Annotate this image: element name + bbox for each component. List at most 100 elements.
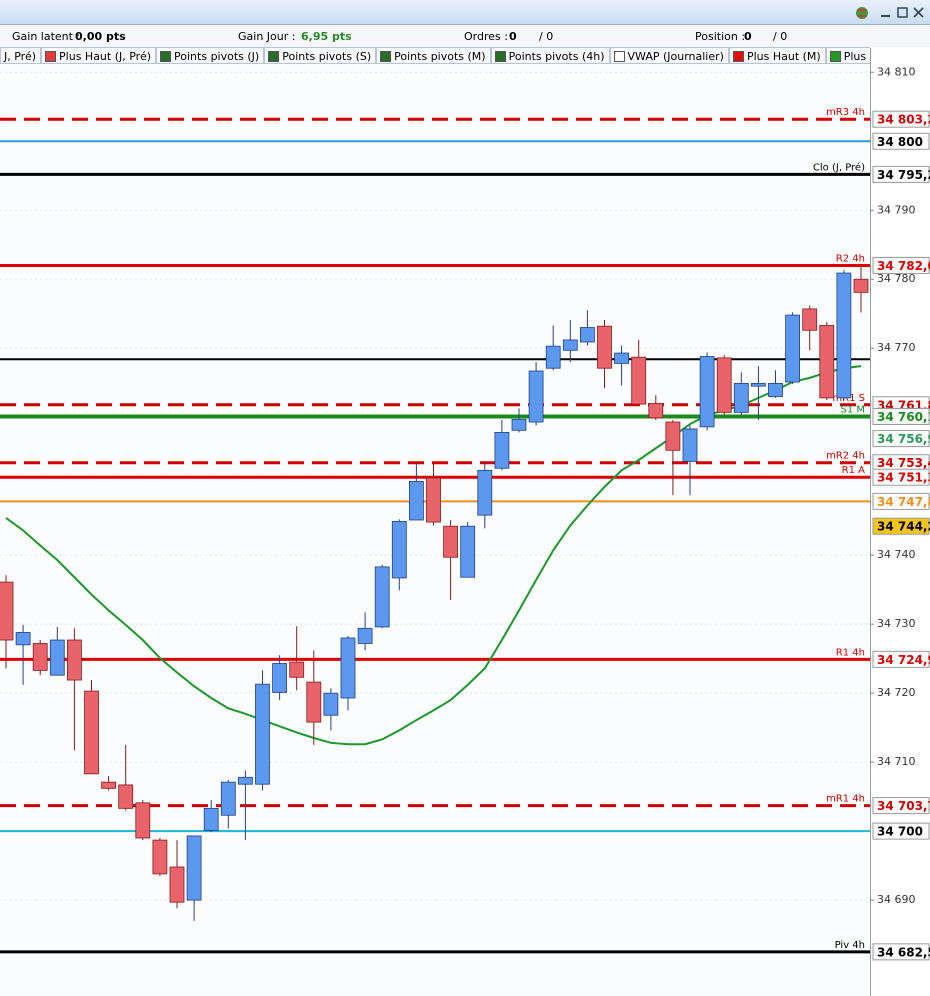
level-name: Piv 4h <box>835 940 865 951</box>
price-tag-label: 34 803,2 <box>877 113 930 127</box>
candle-body <box>580 327 595 343</box>
level-name: mR2 4h <box>826 451 865 462</box>
candle-body <box>768 383 783 397</box>
candle-body <box>836 272 852 399</box>
candle-body <box>785 314 800 383</box>
price-tag <box>872 468 930 486</box>
level-name: mR1 4h <box>826 794 865 805</box>
legend-swatch <box>732 50 744 62</box>
legend-item: Plus Haut (M) <box>728 47 826 64</box>
candle-body <box>682 428 698 462</box>
candle-body <box>135 802 151 839</box>
header-extra: / 0 <box>539 30 554 43</box>
candle-body <box>186 835 202 901</box>
price-tag-label: 34 800 <box>877 135 923 149</box>
header-value: 0 <box>744 30 752 43</box>
legend-text: Points pivots (S) <box>282 49 372 63</box>
price-tag <box>872 943 930 961</box>
header-label: Position : <box>695 30 746 43</box>
price-tag-label: 34 744,2 <box>877 520 930 534</box>
legend-swatch <box>45 50 57 62</box>
price-tag-label: 34 682,5 <box>877 945 930 959</box>
candle-body <box>716 357 732 413</box>
legend-text: Plus Bas (M) <box>843 49 870 63</box>
price-tag <box>872 132 930 150</box>
legend-swatch <box>613 50 625 62</box>
price-tag <box>872 165 930 183</box>
candle-body <box>101 781 116 789</box>
price-tag-label: 34 795,2 <box>877 168 930 182</box>
candle-body <box>391 520 407 579</box>
y-tick-label: 34 780 <box>877 272 916 285</box>
legend-swatch <box>829 50 841 62</box>
level-name: R2 4h <box>836 253 865 264</box>
price-tag <box>872 650 930 668</box>
y-tick-label: 34 740 <box>877 548 916 561</box>
legend-text: J, Pré) <box>4 49 37 63</box>
candle-body <box>528 370 544 423</box>
y-tick-label: 34 710 <box>877 755 916 768</box>
legend-item: Plus Bas (M) <box>825 47 870 64</box>
legend-swatch <box>160 50 172 62</box>
header-label: Gain Jour : <box>238 30 296 43</box>
legend-swatch <box>268 50 280 62</box>
candle-body <box>272 663 288 693</box>
candle-body <box>802 308 818 331</box>
price-tag-label: 34 700 <box>877 825 923 839</box>
legend-item: VWAP (Journalier) <box>609 47 729 64</box>
window-icons <box>856 7 924 19</box>
y-tick-label: 34 730 <box>877 617 916 630</box>
price-tag <box>872 822 930 840</box>
legend-text: Plus Haut (M) <box>746 49 821 63</box>
candle-body <box>306 681 322 723</box>
candle-body <box>84 690 99 775</box>
candle-body <box>203 807 219 831</box>
candle-body <box>443 525 459 558</box>
level-name: R1 4h <box>836 647 865 658</box>
price-tag <box>872 492 930 510</box>
candle-body <box>597 325 612 369</box>
header-value: 6,95 pts <box>301 30 352 43</box>
header-value: 0 <box>509 30 517 43</box>
y-tick-label: 34 720 <box>877 686 916 699</box>
candle-body <box>323 692 339 716</box>
candle-body <box>255 683 270 785</box>
candle-body <box>374 566 390 628</box>
candle-body <box>340 637 356 699</box>
header: Gain latent :0,00 pts Gain Jour : 6,95 pts… <box>0 25 930 47</box>
price-tag <box>872 517 930 535</box>
header-label: Gain latent : <box>12 30 81 43</box>
candle-body <box>220 781 236 816</box>
candle-body <box>631 356 647 405</box>
candle-body <box>853 278 869 293</box>
price-tag-label: 34 724,9 <box>877 653 930 667</box>
legend-text: Plus Haut (J, Pré) <box>59 49 152 63</box>
candle-body <box>357 627 373 644</box>
legend-text: Points pivots (J) <box>174 49 260 63</box>
legend-item: J, Pré) <box>0 47 42 64</box>
price-tag-label: 34 747,8 <box>877 495 930 509</box>
price-tag-label: 34 751,3 <box>877 471 930 485</box>
candle-body <box>562 339 578 351</box>
candle-body <box>819 325 835 399</box>
candle-body <box>408 480 424 521</box>
candle-body <box>751 383 766 387</box>
candle-body <box>477 469 493 516</box>
legend-item: Points pivots (J) <box>156 47 265 64</box>
y-tick-label: 34 810 <box>877 65 916 78</box>
legend-swatch <box>494 50 506 62</box>
candle-body <box>0 581 14 641</box>
level-name: R1 A <box>842 465 865 476</box>
legend-bar: J, Pré) Plus Haut (J, Pré) Points pivots (… <box>0 47 870 64</box>
price-tag-label: 34 782,0 <box>877 259 930 273</box>
candle-body <box>648 403 664 419</box>
plot-area <box>0 64 870 996</box>
candle-body <box>494 431 510 469</box>
y-tick-label: 34 690 <box>877 893 916 906</box>
header-value: 0,00 pts <box>75 30 126 43</box>
price-tag <box>872 110 930 128</box>
candle-body <box>426 477 441 523</box>
legend-item: Points pivots (M) <box>376 47 491 64</box>
legend-item: Points pivots (4h) <box>490 47 610 64</box>
